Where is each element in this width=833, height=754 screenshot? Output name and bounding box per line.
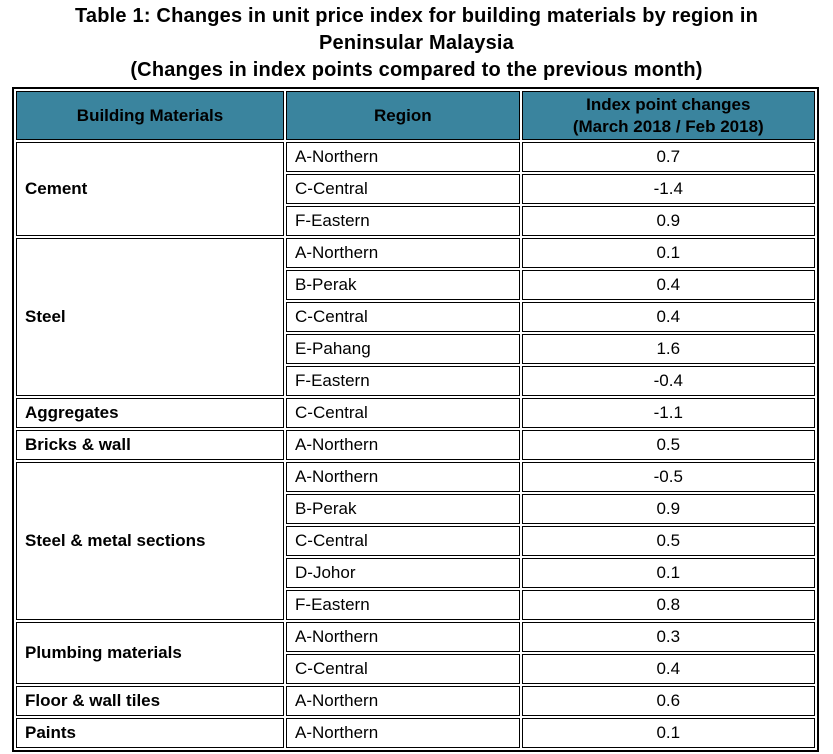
index-change-cell: -0.5 — [521, 462, 815, 492]
material-cell: Bricks & wall — [16, 430, 285, 460]
title-line-2: Peninsular Malaysia — [318, 32, 514, 54]
index-changes-header-line-1: Index point changes — [586, 94, 751, 114]
region-cell: A-Northern — [286, 430, 520, 460]
region-cell: B-Perak — [286, 270, 520, 300]
region-cell: F-Eastern — [286, 206, 520, 236]
table-row: Steel A-Northern 0.1 — [16, 238, 815, 396]
material-cell: Paints — [16, 718, 285, 748]
table-row: C-Central 0.4 — [16, 302, 815, 332]
region-cell: A-Northern — [286, 686, 520, 716]
table-row: C-Central 0.4 — [16, 654, 815, 684]
material-cell: Steel — [16, 238, 285, 396]
region-cell: A-Northern — [286, 462, 520, 492]
table-row: C-Central 0.5 — [16, 526, 815, 556]
index-change-cell: 0.9 — [521, 206, 815, 236]
region-cell: A-Northern — [286, 142, 520, 172]
table-row: Paints A-Northern 0.1 — [16, 718, 815, 748]
index-change-cell: 0.9 — [521, 494, 815, 524]
table-title: Table 1: Changes in unit price index for… — [0, 0, 833, 84]
region-cell: D-Johor — [286, 558, 520, 588]
building-materials-price-index-table: Building Materials Region Index point ch… — [12, 87, 819, 752]
title-line-1: Table 1: Changes in unit price index for… — [74, 5, 758, 27]
region-cell: F-Eastern — [286, 366, 520, 396]
index-change-cell: -1.1 — [521, 398, 815, 428]
region-cell: C-Central — [286, 398, 520, 428]
col-header-index-point-changes: Index point changes (March 2018 / Feb 201… — [521, 91, 815, 140]
col-header-building-materials: Building Materials — [16, 91, 285, 140]
index-changes-header-line-2: (March 2018 / Feb 2018) — [572, 116, 764, 136]
table-row: B-Perak 0.4 — [16, 270, 815, 300]
index-change-cell: 0.3 — [521, 622, 815, 652]
index-change-cell: 1.6 — [521, 334, 815, 364]
table-row: D-Johor 0.1 — [16, 558, 815, 588]
title-line-3: (Changes in index points compared to the… — [130, 59, 703, 81]
material-cell: Plumbing materials — [16, 622, 285, 684]
region-cell: A-Northern — [286, 622, 520, 652]
region-cell: E-Pahang — [286, 334, 520, 364]
table-row: Floor & wall tiles A-Northern 0.6 — [16, 686, 815, 716]
table-row: E-Pahang 1.6 — [16, 334, 815, 364]
table-row: Steel & metal sections A-Northern -0.5 — [16, 462, 815, 620]
index-change-cell: -1.4 — [521, 174, 815, 204]
region-cell: C-Central — [286, 654, 520, 684]
material-cell: Aggregates — [16, 398, 285, 428]
index-change-cell: 0.4 — [521, 270, 815, 300]
index-change-cell: 0.8 — [521, 590, 815, 620]
table-body: Cement A-Northern 0.7 C-Central -1.4 F-Easter… — [16, 142, 815, 748]
region-cell: A-Northern — [286, 718, 520, 748]
table-row: C-Central -1.4 — [16, 174, 815, 204]
index-change-cell: -0.4 — [521, 366, 815, 396]
index-change-cell: 0.7 — [521, 142, 815, 172]
table-row: Plumbing materials A-Northern 0.3 — [16, 622, 815, 684]
col-header-region: Region — [286, 91, 520, 140]
region-cell: C-Central — [286, 302, 520, 332]
table-row: B-Perak 0.9 — [16, 494, 815, 524]
index-change-cell: 0.4 — [521, 302, 815, 332]
index-change-cell: 0.6 — [521, 686, 815, 716]
index-change-cell: 0.4 — [521, 654, 815, 684]
table-row: F-Eastern 0.8 — [16, 590, 815, 620]
index-change-cell: 0.5 — [521, 526, 815, 556]
material-cell: Cement — [16, 142, 285, 236]
table-row: Bricks & wall A-Northern 0.5 — [16, 430, 815, 460]
index-change-cell: 0.5 — [521, 430, 815, 460]
material-cell: Floor & wall tiles — [16, 686, 285, 716]
region-cell: C-Central — [286, 526, 520, 556]
region-cell: F-Eastern — [286, 590, 520, 620]
index-change-cell: 0.1 — [521, 718, 815, 748]
header-row: Building Materials Region Index point ch… — [16, 91, 815, 140]
region-cell: B-Perak — [286, 494, 520, 524]
material-cell: Steel & metal sections — [16, 462, 285, 620]
table-row: F-Eastern 0.9 — [16, 206, 815, 236]
region-cell: A-Northern — [286, 238, 520, 268]
table-row: Aggregates C-Central -1.1 — [16, 398, 815, 428]
index-change-cell: 0.1 — [521, 238, 815, 268]
table-row: F-Eastern -0.4 — [16, 366, 815, 396]
index-change-cell: 0.1 — [521, 558, 815, 588]
region-cell: C-Central — [286, 174, 520, 204]
table-row: Cement A-Northern 0.7 — [16, 142, 815, 236]
